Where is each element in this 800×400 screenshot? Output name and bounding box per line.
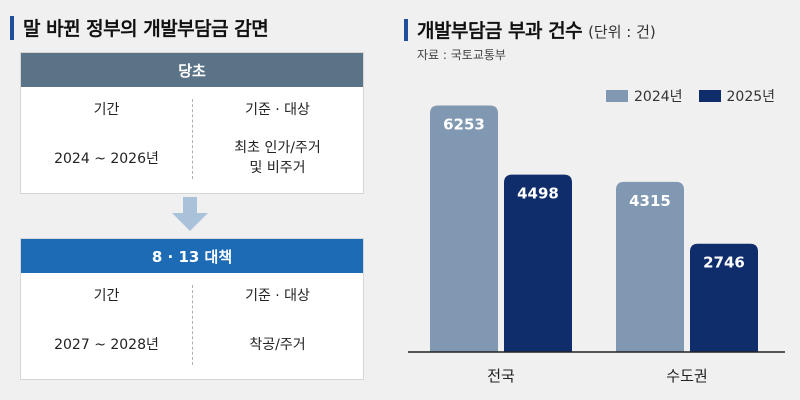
criteria-value-line2: 및 비주거 <box>249 160 306 176</box>
bar-value-label: 4315 <box>629 192 671 210</box>
criteria-label: 기준 · 대상 <box>245 288 310 304</box>
category-label: 전국 <box>487 367 515 385</box>
heading-accent-bar <box>10 15 14 40</box>
criteria-label: 기준 · 대상 <box>245 102 310 118</box>
bar-value-label: 4498 <box>517 185 559 203</box>
column-divider <box>192 285 193 365</box>
bar-수도권-2025년 <box>690 243 758 352</box>
original-policy-body: 기간 기준 · 대상 2024 ~ 2026년 최초 인가/주거 및 비주거 <box>21 87 363 193</box>
chart-legend: 2024년 2025년 <box>606 86 791 106</box>
bar-전국-2025년 <box>504 174 572 352</box>
revised-policy-body: 기간 기준 · 대상 2027 ~ 2028년 착공/주거 <box>21 273 363 379</box>
original-policy-card: 당초 기간 기준 · 대상 2024 ~ 2026년 최초 인가/주거 및 비주… <box>20 52 364 194</box>
bar-수도권-2024년 <box>616 181 684 352</box>
period-value: 2024 ~ 2026년 <box>54 151 159 167</box>
chart-heading: 개발부담금 부과 건수 (단위 : 건) <box>404 16 656 43</box>
revised-policy-header: 8 · 13 대책 <box>21 239 363 273</box>
legend-label-2024: 2024년 <box>634 89 683 105</box>
left-title: 말 바뀐 정부의 개발부담금 감면 <box>23 18 269 40</box>
chart-panel: 개발부담금 부과 건수 (단위 : 건) 자료 : 국토교통부 6253 4498… <box>380 0 800 400</box>
legend-swatch-2025 <box>698 90 721 102</box>
criteria-value: 최초 인가/주거 및 비주거 <box>192 138 363 178</box>
bar-전국-2024년 <box>430 105 498 352</box>
revised-policy-card: 8 · 13 대책 기간 기준 · 대상 2027 ~ 2028년 착공/주거 <box>20 238 364 380</box>
chart-title: 개발부담금 부과 건수 <box>417 20 583 42</box>
criteria-value-line1: 최초 인가/주거 <box>234 140 321 156</box>
legend-item-2024: 2024년 <box>606 86 683 106</box>
left-panel: 말 바뀐 정부의 개발부담금 감면 당초 기간 기준 · 대상 2024 ~ 2… <box>0 0 380 400</box>
chart-source: 자료 : 국토교통부 <box>417 48 506 62</box>
period-label: 기간 <box>93 102 120 118</box>
original-policy-header: 당초 <box>21 53 363 87</box>
bar-value-label: 2746 <box>703 254 745 272</box>
criteria-value: 착공/주거 <box>249 337 306 353</box>
chart-unit: (단위 : 건) <box>588 23 656 41</box>
legend-label-2025: 2025년 <box>726 89 776 105</box>
bar-value-label: 6253 <box>443 115 485 133</box>
period-label: 기간 <box>93 288 120 304</box>
category-label: 수도권 <box>666 367 707 385</box>
legend-swatch-2024 <box>606 90 628 102</box>
left-heading: 말 바뀐 정부의 개발부담금 감면 <box>10 14 269 41</box>
legend-item-2025: 2025년 <box>698 86 776 106</box>
down-arrow-icon <box>172 197 208 231</box>
period-value: 2027 ~ 2028년 <box>54 337 159 353</box>
chart-accent-bar <box>404 18 408 41</box>
bar-chart: 6253 4498 전국 4315 2746 수도권 <box>408 105 785 385</box>
column-divider <box>192 99 193 179</box>
